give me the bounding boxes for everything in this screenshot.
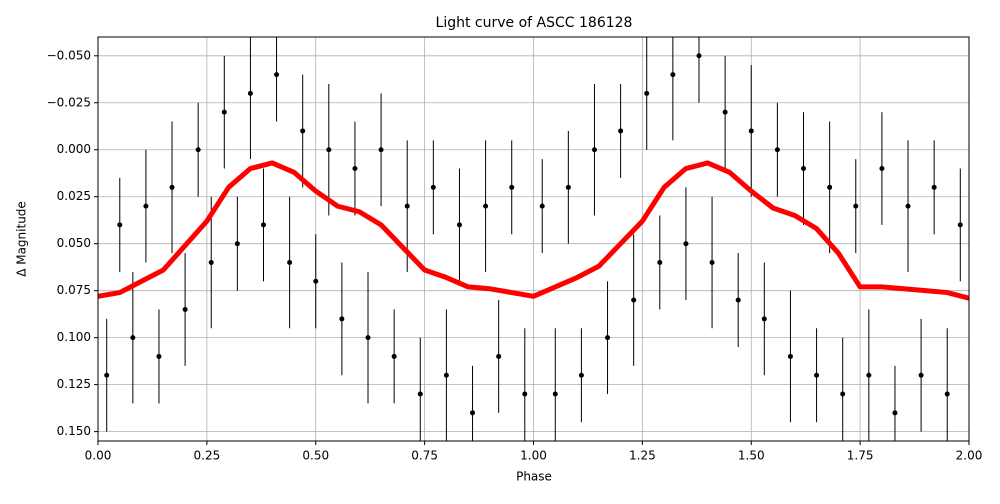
data-point [722, 109, 728, 115]
x-tick-label: 1.75 [847, 449, 874, 463]
data-point [182, 306, 188, 312]
data-point [274, 72, 280, 78]
data-point [104, 372, 110, 378]
data-point [404, 203, 410, 209]
data-point [670, 72, 676, 78]
data-point [801, 166, 807, 172]
data-point [748, 128, 754, 134]
data-point [326, 147, 332, 153]
y-tick-label: 0.025 [57, 189, 91, 203]
data-point [365, 335, 371, 341]
data-point [300, 128, 306, 134]
data-point [117, 222, 123, 228]
data-point [814, 372, 820, 378]
x-tick-label: 1.00 [520, 449, 547, 463]
data-point [657, 259, 663, 265]
data-point [496, 353, 502, 359]
y-tick-label: 0.000 [57, 142, 91, 156]
data-point [905, 203, 911, 209]
data-point [234, 241, 240, 247]
data-point [709, 259, 715, 265]
y-tick-label: 0.100 [57, 330, 91, 344]
data-point [565, 184, 571, 190]
data-point [417, 391, 423, 397]
data-point [957, 222, 963, 228]
y-tick-label: 0.125 [57, 377, 91, 391]
data-point [260, 222, 266, 228]
x-axis-label: Phase [516, 470, 552, 484]
data-point [578, 372, 584, 378]
x-tick-label: 1.25 [629, 449, 656, 463]
data-point [774, 147, 780, 153]
data-point [853, 203, 859, 209]
data-point [735, 297, 741, 303]
data-point [552, 391, 558, 397]
data-point [618, 128, 624, 134]
data-point [539, 203, 545, 209]
data-point [130, 335, 136, 341]
data-point [470, 410, 476, 416]
data-point [827, 184, 833, 190]
data-point [892, 410, 898, 416]
x-tick-label: 0.75 [411, 449, 438, 463]
data-point [313, 278, 319, 284]
data-point [644, 90, 650, 96]
x-tick-label: 1.50 [738, 449, 765, 463]
ticks: 0.00 0.25 0.50 0.75 1.00 1.25 1.50 1.75 2.00 −0.0… [47, 48, 983, 462]
binned-curve [98, 160, 969, 301]
data-point [522, 391, 528, 397]
data-point [378, 147, 384, 153]
data-point [195, 147, 201, 153]
data-point [591, 147, 597, 153]
data-point [866, 372, 872, 378]
y-axis-label: Δ Magnitude [15, 201, 29, 277]
data-point [509, 184, 515, 190]
data-point [352, 166, 358, 172]
data-point [430, 184, 436, 190]
data-point [879, 166, 885, 172]
data-point [944, 391, 950, 397]
y-tick-label: 0.050 [57, 236, 91, 250]
data-point [483, 203, 489, 209]
x-tick-label: 0.00 [85, 449, 112, 463]
data-point [456, 222, 462, 228]
data-point [247, 90, 253, 96]
y-tick-label: 0.150 [57, 424, 91, 438]
data-point [169, 184, 175, 190]
data-point [208, 259, 214, 265]
data-point [156, 353, 162, 359]
x-tick-label: 0.25 [194, 449, 221, 463]
data-point [696, 53, 702, 59]
data-point [605, 335, 611, 341]
data-point [840, 391, 846, 397]
data-point [221, 109, 227, 115]
data-point [443, 372, 449, 378]
data-point [339, 316, 345, 322]
data-point [143, 203, 149, 209]
data-point [787, 353, 793, 359]
plot-area [98, 37, 969, 441]
y-tick-label: −0.050 [47, 48, 91, 62]
x-tick-label: 2.00 [956, 449, 983, 463]
data-point [931, 184, 937, 190]
data-point [631, 297, 637, 303]
y-tick-label: 0.075 [57, 283, 91, 297]
data-point [287, 259, 293, 265]
data-point [683, 241, 689, 247]
data-point [918, 372, 924, 378]
x-tick-label: 0.50 [302, 449, 329, 463]
y-tick-label: −0.025 [47, 95, 91, 109]
data-point [761, 316, 767, 322]
grid [97, 37, 970, 441]
chart-title: Light curve of ASCC 186128 [436, 15, 633, 31]
data-point [391, 353, 397, 359]
